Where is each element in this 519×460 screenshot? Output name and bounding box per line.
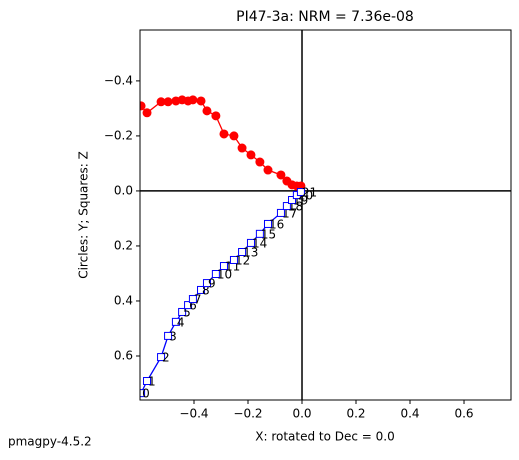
circle-marker — [142, 108, 152, 118]
square-marker — [288, 196, 297, 205]
square-marker — [276, 208, 285, 217]
square-marker — [263, 219, 272, 228]
y-axis-label: Circles: Y; Squares: Z — [77, 151, 91, 279]
step-label: 7 — [194, 293, 202, 307]
square-marker — [197, 285, 206, 294]
square-marker — [171, 317, 180, 326]
y-tick-label: 0.0 — [114, 183, 133, 197]
y-tick-label: 0.6 — [114, 348, 133, 362]
step-label: 6 — [189, 299, 197, 313]
step-label: 13 — [243, 246, 258, 260]
x-tick-label: 0.0 — [292, 407, 311, 421]
square-marker — [211, 270, 220, 279]
x-tick-label: 0.2 — [346, 407, 365, 421]
y-tick-label: 0.4 — [114, 293, 133, 307]
step-label: 21 — [302, 186, 317, 200]
square-marker — [255, 229, 264, 238]
circle-marker — [229, 131, 239, 141]
circle-marker — [140, 101, 146, 111]
y-tick-label: 0.2 — [114, 238, 133, 252]
square-marker — [238, 248, 247, 256]
circle-marker — [219, 129, 229, 139]
square-marker — [282, 202, 291, 211]
square-marker — [202, 279, 211, 288]
x-tick-label: −0.4 — [179, 407, 208, 421]
square-marker — [140, 389, 146, 398]
step-label: 5 — [183, 305, 191, 319]
step-label: 9 — [208, 277, 216, 291]
square-marker — [296, 188, 305, 197]
y-tick-label: −0.4 — [104, 73, 133, 87]
x-tick-label: −0.2 — [233, 407, 262, 421]
circle-marker — [163, 97, 173, 107]
step-label: 16 — [269, 217, 284, 231]
circle-marker — [202, 106, 212, 116]
y-tick-label: −0.2 — [104, 128, 133, 142]
step-label: 15 — [261, 227, 276, 241]
square-marker — [143, 377, 152, 386]
square-marker — [178, 307, 187, 316]
square-marker — [246, 238, 255, 247]
circle-marker — [188, 95, 198, 105]
step-label: 14 — [252, 236, 267, 250]
step-label: 8 — [202, 283, 210, 297]
x-axis-label: X: rotated to Dec = 0.0 — [255, 430, 395, 444]
circle-marker — [276, 170, 286, 180]
step-label: 1 — [148, 375, 156, 389]
step-label: 10 — [217, 268, 232, 282]
step-label: 12 — [235, 253, 250, 267]
step-label: 3 — [169, 329, 177, 343]
step-label: 2 — [162, 351, 170, 365]
square-marker — [184, 301, 193, 310]
circle-marker — [255, 157, 265, 167]
square-marker — [219, 262, 228, 271]
circle-marker — [196, 96, 206, 106]
circle-marker — [263, 165, 273, 175]
x-tick-label: 0.4 — [400, 407, 419, 421]
chart-title: PI47-3a: NRM = 7.36e-08 — [236, 9, 414, 25]
x-tick-label: 0.6 — [454, 407, 473, 421]
square-marker — [229, 255, 238, 264]
circle-marker — [246, 150, 256, 160]
square-marker — [157, 353, 166, 362]
step-label: 4 — [177, 315, 185, 329]
plot-frame — [139, 29, 512, 401]
footer: pmagpy-4.5.2 — [8, 435, 92, 449]
step-label: 0 — [142, 387, 150, 401]
circle-marker — [237, 143, 247, 153]
square-marker — [188, 295, 197, 304]
circle-marker — [211, 111, 221, 121]
square-marker — [164, 331, 173, 340]
